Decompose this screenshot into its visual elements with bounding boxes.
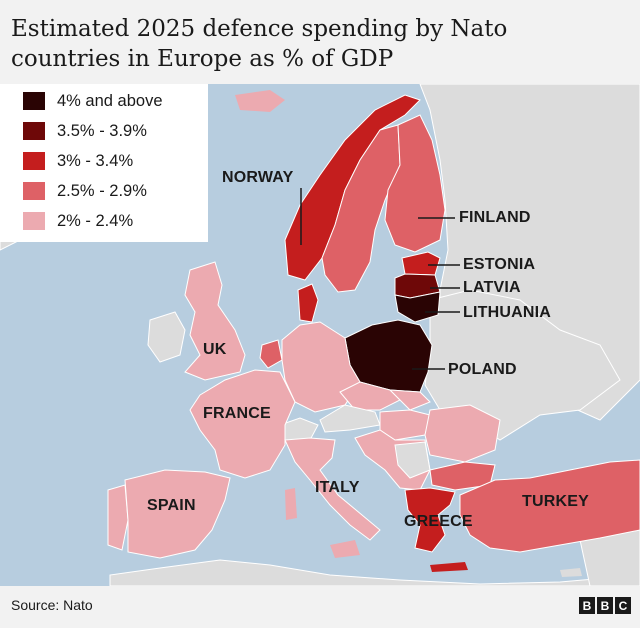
label-latvia: LATVIA — [463, 279, 521, 296]
land-crete — [430, 562, 468, 572]
europe-map — [0, 84, 640, 586]
legend-swatch — [23, 122, 45, 140]
land-estonia — [401, 251, 441, 276]
label-norway: NORWAY — [222, 169, 294, 186]
land-norway — [284, 94, 421, 281]
legend-label: 2% - 2.4% — [57, 211, 134, 230]
legend-label: 3% - 3.4% — [57, 151, 134, 170]
land-turkey — [459, 459, 640, 553]
label-turkey: TURKEY — [522, 493, 589, 510]
label-finland: FINLAND — [459, 209, 531, 226]
land-serbia — [394, 441, 431, 479]
land-ireland — [147, 311, 186, 363]
land-sardinia — [285, 488, 297, 520]
land-africa — [109, 559, 640, 586]
legend-swatch — [23, 92, 45, 110]
land-sweden-main — [321, 124, 401, 293]
legend-item-4-and-above: 4% and above — [23, 89, 163, 113]
land-romania — [424, 404, 501, 463]
land-greece — [404, 487, 456, 553]
label-france: FRANCE — [203, 405, 271, 422]
bbc-logo: B B C — [579, 597, 631, 614]
legend-swatch — [23, 182, 45, 200]
source-note: Source: Nato — [11, 597, 93, 613]
logo-letter: B — [597, 597, 613, 614]
label-estonia: ESTONIA — [463, 256, 536, 273]
land-sicily — [330, 540, 360, 558]
land-cyprus — [560, 568, 582, 577]
legend-label: 2.5% - 2.9% — [57, 181, 147, 200]
land-portugal — [107, 484, 129, 551]
land-spain — [124, 469, 231, 559]
land-iceland — [235, 90, 285, 112]
legend-item-2-to-2-4: 2% - 2.4% — [23, 209, 133, 233]
land-lithuania — [394, 291, 441, 323]
land-france — [189, 369, 296, 479]
logo-letter: C — [615, 597, 631, 614]
land-belarus-ukraine — [424, 289, 621, 441]
land-netherlands — [259, 339, 283, 369]
legend-item-2-5-to-2-9: 2.5% - 2.9% — [23, 179, 147, 203]
land-denmark — [297, 283, 319, 323]
legend-swatch — [23, 152, 45, 170]
label-italy: ITALY — [315, 479, 360, 496]
legend: 4% and above 3.5% - 3.9% 3% - 3.4% 2.5% … — [0, 84, 208, 242]
legend-swatch — [23, 212, 45, 230]
legend-item-3-5-to-3-9: 3.5% - 3.9% — [23, 119, 147, 143]
logo-letter: B — [579, 597, 595, 614]
label-spain: SPAIN — [147, 497, 196, 514]
leader-lines — [300, 188, 460, 370]
legend-item-3-to-3-4: 3% - 3.4% — [23, 149, 133, 173]
label-uk: UK — [203, 341, 227, 358]
land-italy — [284, 437, 381, 541]
map-title: Estimated 2025 defence spending by Nato … — [11, 16, 508, 72]
legend-label: 4% and above — [57, 91, 163, 110]
land-uk — [184, 261, 246, 381]
label-lithuania: LITHUANIA — [463, 304, 552, 321]
label-poland: POLAND — [448, 361, 517, 378]
land-slovakia — [388, 389, 431, 411]
legend-label: 3.5% - 3.9% — [57, 121, 147, 140]
label-greece: GREECE — [404, 513, 473, 530]
